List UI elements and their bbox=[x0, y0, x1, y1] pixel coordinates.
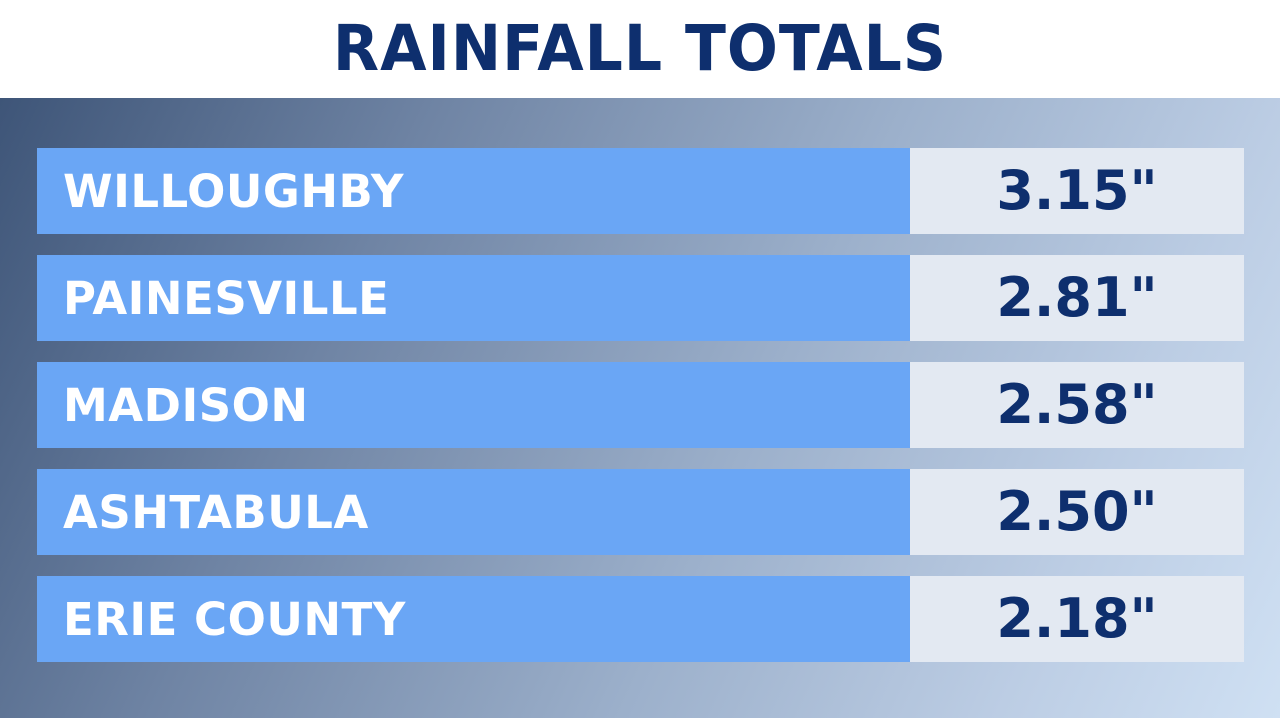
rainfall-value: 2.58" bbox=[996, 373, 1158, 436]
location-cell: PAINESVILLE bbox=[37, 255, 910, 341]
rainfall-value: 2.50" bbox=[996, 480, 1158, 543]
rainfall-cell: 3.15" bbox=[910, 148, 1244, 234]
rainfall-cell: 2.81" bbox=[910, 255, 1244, 341]
location-name: PAINESVILLE bbox=[63, 271, 390, 325]
location-name: ERIE COUNTY bbox=[63, 592, 406, 646]
table-row: WILLOUGHBY 3.15" bbox=[37, 148, 1244, 234]
rainfall-cell: 2.50" bbox=[910, 469, 1244, 555]
table-row: ERIE COUNTY 2.18" bbox=[37, 576, 1244, 662]
table-row: ASHTABULA 2.50" bbox=[37, 469, 1244, 555]
table-row: MADISON 2.58" bbox=[37, 362, 1244, 448]
location-name: WILLOUGHBY bbox=[63, 164, 404, 218]
title-bar: RAINFALL TOTALS bbox=[0, 0, 1280, 98]
rainfall-value: 3.15" bbox=[996, 159, 1158, 222]
table-row: PAINESVILLE 2.81" bbox=[37, 255, 1244, 341]
rainfall-table-panel: WILLOUGHBY 3.15" PAINESVILLE 2.81" MADISON 2.… bbox=[0, 98, 1280, 718]
location-cell: ASHTABULA bbox=[37, 469, 910, 555]
rainfall-value: 2.81" bbox=[996, 266, 1158, 329]
rainfall-value: 2.18" bbox=[996, 587, 1158, 650]
location-cell: MADISON bbox=[37, 362, 910, 448]
rainfall-cell: 2.18" bbox=[910, 576, 1244, 662]
location-cell: ERIE COUNTY bbox=[37, 576, 910, 662]
chart-title: RAINFALL TOTALS bbox=[332, 12, 948, 86]
location-name: MADISON bbox=[63, 378, 309, 432]
location-cell: WILLOUGHBY bbox=[37, 148, 910, 234]
rainfall-table: WILLOUGHBY 3.15" PAINESVILLE 2.81" MADISON 2.… bbox=[37, 148, 1244, 683]
location-name: ASHTABULA bbox=[63, 485, 369, 539]
rainfall-cell: 2.58" bbox=[910, 362, 1244, 448]
